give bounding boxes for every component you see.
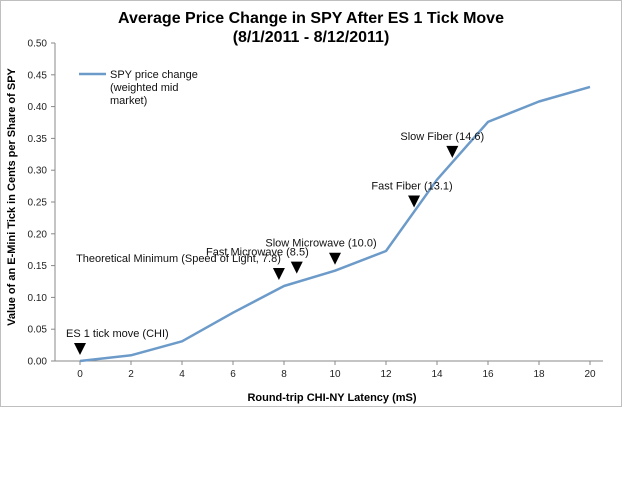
annotation-label: ES 1 tick move (CHI)	[66, 328, 169, 340]
y-tick-label: 0.40	[28, 102, 48, 113]
y-tick-label: 0.20	[28, 229, 48, 240]
x-tick-label: 0	[77, 369, 83, 380]
legend-label-line-1: SPY price change	[110, 69, 198, 81]
chart-title: Average Price Change in SPY After ES 1 T…	[118, 10, 504, 27]
x-tick-label: 14	[431, 369, 443, 380]
y-tick-label: 0.25	[28, 198, 48, 209]
x-tick-labels: 0 2 4 6 8 10 12 14 16 18 20	[77, 361, 596, 380]
chart-subtitle: (8/1/2011 - 8/12/2011)	[233, 29, 390, 46]
plot-area: 0.00 0.05 0.10 0.15 0.20 0.25 0.30 0.35 0.40 0.45…	[28, 39, 603, 380]
y-tick-label: 0.35	[28, 134, 48, 145]
y-axis-title: Value of an E-Mini Tick in Cents per Sha…	[6, 67, 18, 325]
x-tick-label: 20	[584, 369, 596, 380]
annotation-marker	[329, 252, 341, 265]
y-tick-label: 0.50	[28, 39, 48, 50]
legend: SPY price change (weighted mid market)	[79, 69, 198, 107]
annotation-label: Theoretical Minimum (Speed of Light, 7.8…	[76, 253, 281, 265]
annotation-layer: ES 1 tick move (CHI) Theoretical Minimum …	[66, 131, 484, 355]
x-tick-label: 12	[380, 369, 392, 380]
x-axis-title: Round-trip CHI-NY Latency (mS)	[247, 392, 416, 404]
x-tick-label: 2	[128, 369, 134, 380]
annotation-label: Slow Fiber (14.6)	[400, 131, 484, 143]
y-tick-label: 0.10	[28, 293, 48, 304]
x-tick-label: 18	[533, 369, 545, 380]
annotation-marker	[272, 267, 285, 280]
chart-frame	[0, 0, 622, 407]
legend-label-line-3: market)	[110, 95, 147, 107]
annotation-marker	[74, 343, 86, 355]
series-layer	[79, 85, 591, 363]
annotation-label: Fast Microwave (8.5)	[206, 247, 309, 259]
y-tick-label: 0.15	[28, 261, 48, 272]
x-tick-label: 6	[230, 369, 236, 380]
annotation-marker	[446, 145, 459, 158]
annotation-marker	[290, 261, 303, 274]
x-tick-label: 10	[329, 369, 341, 380]
y-tick-label: 0.30	[28, 166, 48, 177]
y-tick-label: 0.45	[28, 70, 48, 81]
series-line	[79, 85, 591, 363]
y-tick-label: 0.05	[28, 325, 48, 336]
x-tick-label: 16	[482, 369, 494, 380]
x-tick-label: 8	[281, 369, 287, 380]
y-tick-label: 0.00	[28, 357, 48, 368]
x-tick-label: 4	[179, 369, 185, 380]
y-tick-labels: 0.00 0.05 0.10 0.15 0.20 0.25 0.30 0.35 0.40 0.45…	[28, 39, 55, 368]
annotation-marker	[408, 195, 421, 208]
annotation-label: Fast Fiber (13.1)	[371, 180, 452, 192]
legend-label-line-2: (weighted mid	[110, 82, 178, 94]
annotation-label: Slow Microwave (10.0)	[265, 238, 376, 250]
